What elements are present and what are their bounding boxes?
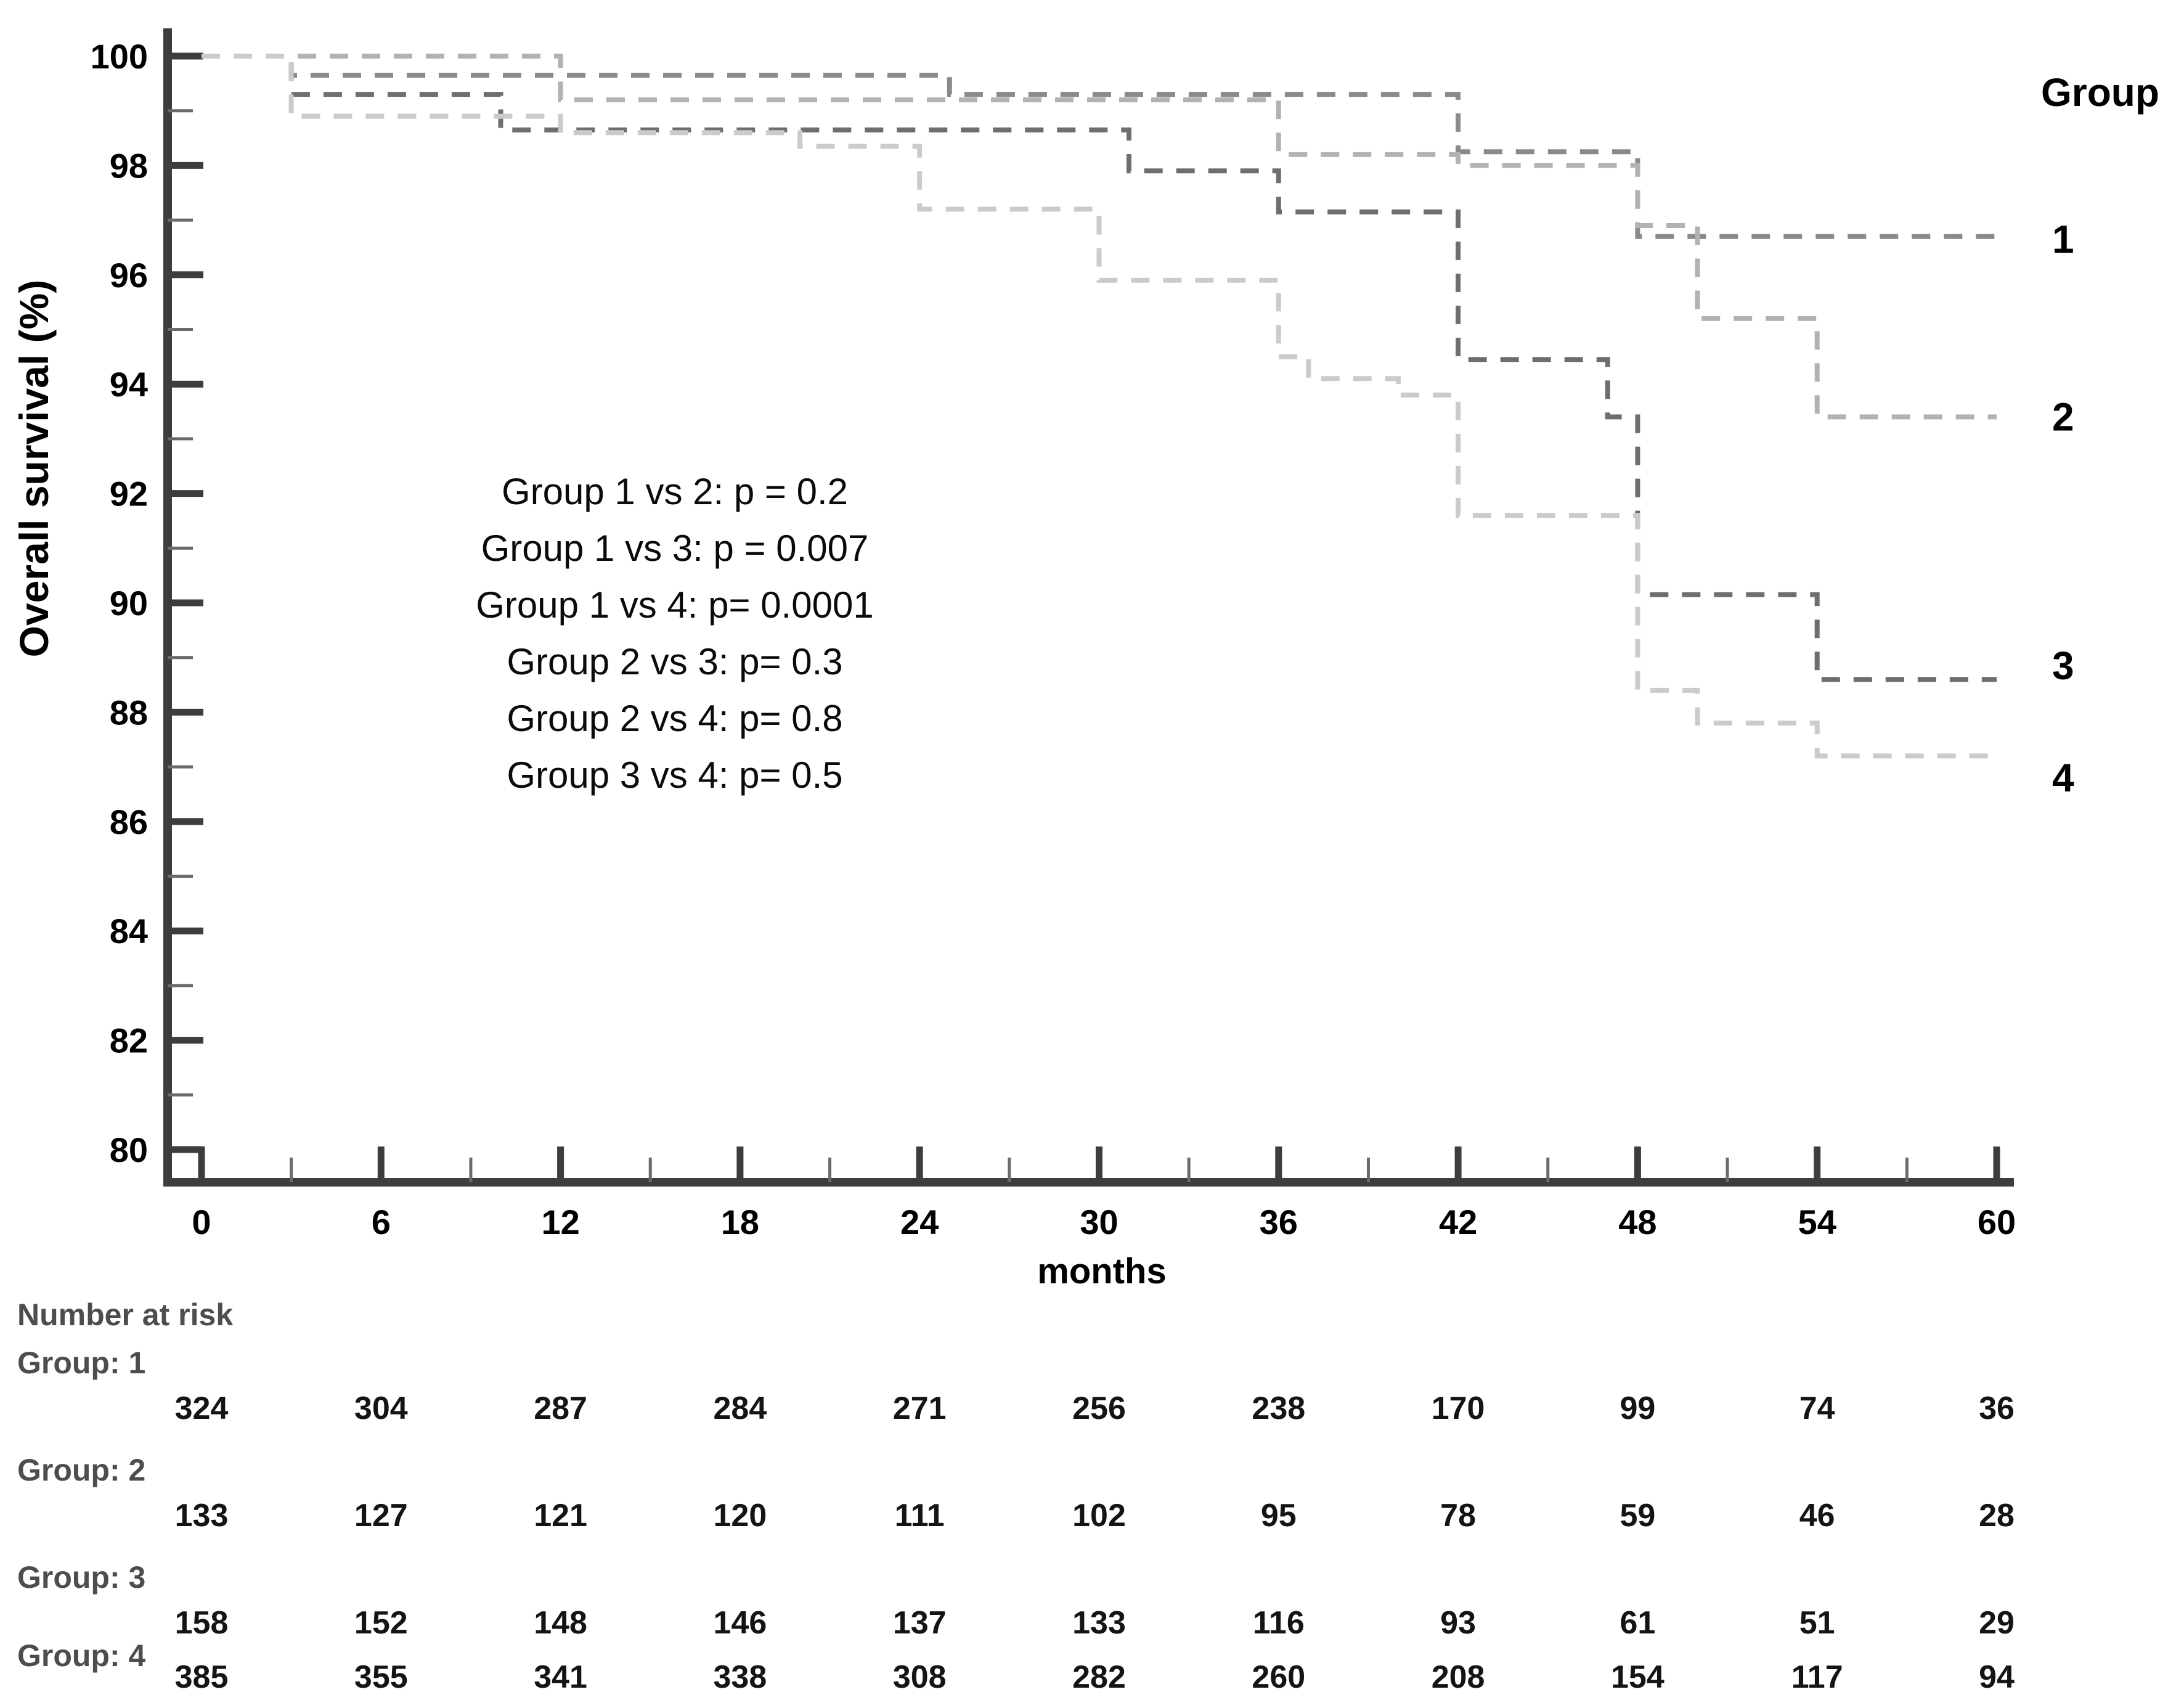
x-tick-label: 36 [1260,1203,1298,1241]
y-tick-label: 98 [110,146,148,185]
pvalue-annotation: Group 2 vs 3: p= 0.3 [507,641,842,682]
at-risk-value: 133 [175,1498,229,1534]
at-risk-value: 304 [354,1391,408,1426]
at-risk-value: 46 [1799,1498,1835,1534]
at-risk-value: 152 [354,1605,408,1641]
x-tick-label: 42 [1439,1203,1477,1241]
at-risk-value: 137 [893,1605,947,1641]
at-risk-value: 99 [1620,1391,1655,1426]
y-tick-label: 90 [110,584,148,623]
y-tick-label: 96 [110,256,148,295]
at-risk-value: 146 [714,1605,767,1641]
at-risk-value: 120 [714,1498,767,1534]
at-risk-value: 95 [1261,1498,1297,1534]
at-risk-value: 338 [714,1659,767,1692]
km-curve-group-4 [202,54,1997,759]
at-risk-value: 116 [1253,1605,1305,1641]
y-tick-label: 92 [110,475,148,513]
km-curve-group-1 [202,54,1997,239]
pvalue-annotation: Group 3 vs 4: p= 0.5 [507,754,842,796]
x-axis-title: months [1037,1251,1166,1291]
at-risk-value: 287 [534,1391,587,1426]
group-legend: Group 1 2 3 4 [2041,70,2159,800]
legend-title: Group [2041,70,2159,115]
at-risk-row-label: Group: 1 [17,1346,145,1380]
at-risk-value: 121 [534,1498,587,1534]
x-tick-label: 12 [541,1203,579,1241]
at-risk-value: 154 [1611,1659,1664,1692]
x-tick-label: 0 [192,1203,211,1241]
x-tick-label: 6 [372,1203,391,1241]
pvalue-annotations: Group 1 vs 2: p = 0.2 Group 1 vs 3: p = 0… [476,471,873,796]
at-risk-row-label: Group: 2 [17,1453,145,1487]
at-risk-value: 111 [895,1498,945,1534]
at-risk-value: 59 [1620,1498,1655,1534]
y-tick-label: 82 [110,1021,148,1060]
y-tick-label: 94 [110,365,148,404]
at-risk-value: 94 [1979,1659,2015,1692]
x-tick-label: 48 [1618,1203,1656,1241]
at-risk-value: 158 [175,1605,229,1641]
pvalue-annotation: Group 1 vs 2: p = 0.2 [502,471,848,512]
y-tick-label: 86 [110,803,148,841]
at-risk-value: 133 [1072,1605,1126,1641]
y-tick-label: 84 [110,912,148,950]
at-risk-title: Number at risk [17,1298,233,1332]
y-tick-label: 88 [110,693,148,732]
km-curve-group-3 [202,54,1997,682]
at-risk-value: 127 [354,1498,408,1534]
pvalue-annotation: Group 1 vs 4: p= 0.0001 [476,584,873,626]
pvalue-annotation: Group 1 vs 3: p = 0.007 [481,528,869,569]
at-risk-value: 36 [1979,1391,2015,1426]
survival-curves [202,54,1997,759]
x-tick-label: 60 [1978,1203,2016,1241]
at-risk-value: 78 [1440,1498,1476,1534]
y-axis-title: Overall survival (%) [11,280,57,658]
at-risk-value: 341 [534,1659,587,1692]
at-risk-value: 355 [354,1659,408,1692]
at-risk-value: 238 [1252,1391,1305,1426]
at-risk-row-label: Group: 4 [17,1638,146,1673]
axes: 80 82 84 86 88 90 92 94 96 98 100 0 6 12 18 24 30 36 42 48 5… [91,28,2016,1241]
km-curve-group-2 [202,54,1997,420]
x-tick-label: 18 [721,1203,759,1241]
at-risk-value: 93 [1440,1605,1476,1641]
at-risk-value: 29 [1979,1605,2015,1641]
at-risk-value: 61 [1620,1605,1655,1641]
at-risk-value: 308 [893,1659,947,1692]
legend-label-group-4: 4 [2052,756,2074,800]
y-tick-label: 80 [110,1130,148,1169]
at-risk-value: 170 [1432,1391,1485,1426]
y-tick-label: 100 [91,37,148,76]
legend-label-group-2: 2 [2052,394,2074,439]
at-risk-value: 51 [1799,1605,1835,1641]
pvalue-annotation: Group 2 vs 4: p= 0.8 [507,698,842,739]
at-risk-row-label: Group: 3 [17,1560,145,1595]
at-risk-value: 282 [1072,1659,1126,1692]
at-risk-value: 324 [175,1391,229,1426]
number-at-risk-table: Number at risk Group: 1 324 304 287 284 271 25… [17,1298,2015,1692]
at-risk-value: 74 [1799,1391,1835,1426]
legend-label-group-3: 3 [2052,644,2074,688]
at-risk-value: 271 [893,1391,947,1426]
at-risk-value: 102 [1072,1498,1126,1534]
at-risk-value: 256 [1072,1391,1126,1426]
legend-label-group-1: 1 [2052,217,2074,261]
at-risk-value: 284 [714,1391,767,1426]
at-risk-value: 148 [534,1605,587,1641]
x-tick-label: 24 [900,1203,939,1241]
at-risk-value: 385 [175,1659,229,1692]
x-tick-label: 30 [1080,1203,1118,1241]
at-risk-value: 117 [1791,1659,1843,1692]
x-tick-label: 54 [1798,1203,1836,1241]
at-risk-value: 260 [1252,1659,1305,1692]
at-risk-value: 28 [1979,1498,2015,1534]
at-risk-value: 208 [1432,1659,1485,1692]
